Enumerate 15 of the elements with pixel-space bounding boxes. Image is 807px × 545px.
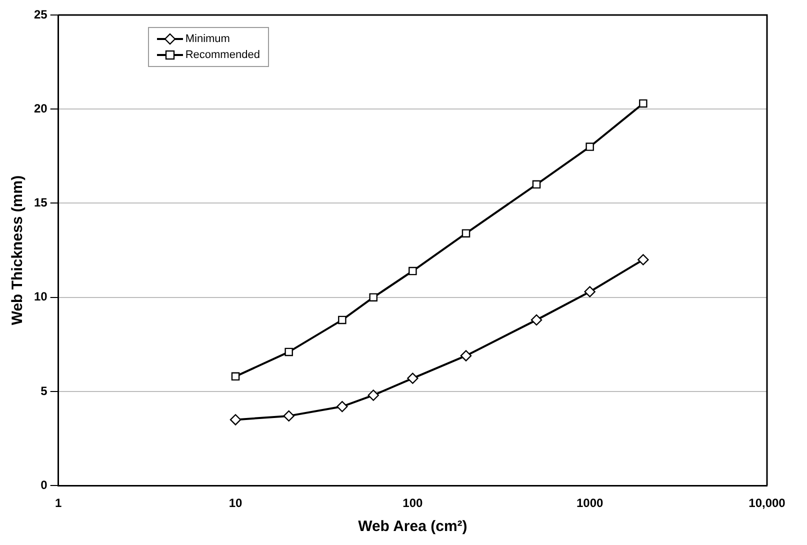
- x-tick-label: 10,000: [748, 496, 786, 510]
- y-tick-label: 0: [40, 478, 48, 492]
- legend-label: Minimum: [185, 33, 230, 45]
- y-tick-label: 5: [40, 384, 48, 398]
- y-tick-label: 15: [34, 196, 48, 210]
- y-tick-label: 10: [34, 290, 48, 304]
- legend-label: Recommended: [185, 49, 260, 61]
- y-axis-title: Web Thickness (mm): [9, 175, 26, 326]
- x-axis-title: Web Area (cm²): [358, 518, 468, 536]
- y-tick-label: 20: [34, 101, 48, 116]
- x-tick-label: 10: [228, 496, 243, 510]
- x-tick-label: 100: [402, 496, 424, 510]
- x-tick-label: 1000: [576, 496, 604, 510]
- x-tick-label: 1: [55, 496, 62, 510]
- y-tick-label: 25: [34, 7, 48, 22]
